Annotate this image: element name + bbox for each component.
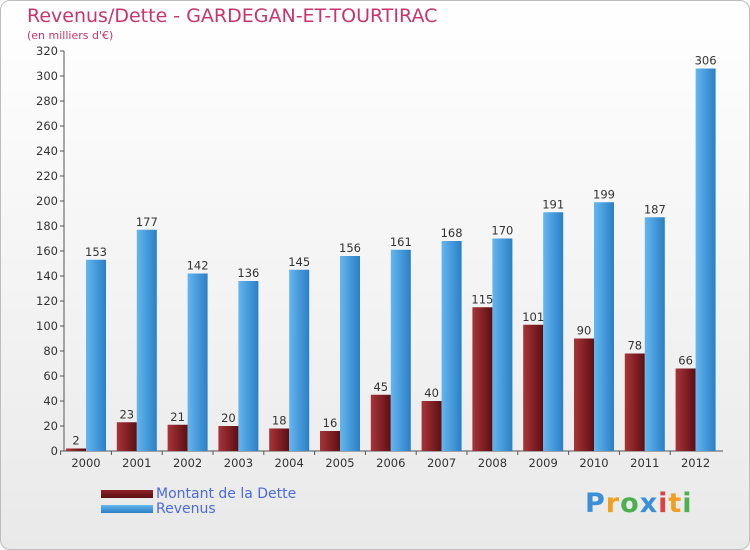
- value-label-revenus: 199: [593, 187, 615, 201]
- y-tick-label: 220: [36, 169, 58, 183]
- value-label-revenus: 168: [441, 226, 463, 240]
- bar-dette: [472, 307, 493, 451]
- x-tick-label: 2009: [529, 456, 558, 470]
- value-label-dette: 23: [119, 407, 134, 421]
- x-tick-label: 2011: [630, 456, 659, 470]
- y-tick-label: 260: [36, 119, 58, 133]
- chart-title: Revenus/Dette - GARDEGAN-ET-TOURTIRAC: [27, 5, 438, 27]
- bar-dette: [675, 368, 696, 451]
- y-tick-label: 200: [36, 194, 58, 208]
- y-tick-label: 160: [36, 244, 58, 258]
- value-label-dette: 20: [221, 411, 236, 425]
- value-label-dette: 115: [471, 292, 493, 306]
- y-tick-label: 280: [36, 94, 58, 108]
- bar-dette: [320, 431, 340, 451]
- logo-letter: t: [668, 488, 683, 519]
- bar-revenus: [187, 273, 208, 451]
- proxiti-logo: Proxiti: [585, 488, 693, 519]
- x-tick-label: 2007: [427, 456, 456, 470]
- value-label-revenus: 170: [491, 224, 513, 238]
- y-tick-label: 180: [36, 219, 58, 233]
- y-tick-label: 320: [36, 44, 58, 58]
- bar-dette: [218, 426, 239, 451]
- bar-revenus: [441, 241, 462, 451]
- y-tick-label: 120: [36, 294, 58, 308]
- y-tick-label: 0: [51, 444, 58, 458]
- bar-revenus: [340, 256, 360, 451]
- bar-dette: [167, 424, 188, 451]
- value-label-revenus: 177: [136, 215, 158, 229]
- legend-swatch-revenus: [101, 505, 153, 513]
- y-tick-label: 140: [36, 269, 58, 283]
- value-label-revenus: 145: [288, 255, 310, 269]
- chart-subtitle: (en milliers d'€): [27, 29, 114, 42]
- bar-dette: [370, 394, 391, 451]
- bar-revenus: [695, 68, 716, 451]
- x-tick-label: 2008: [478, 456, 507, 470]
- value-label-revenus: 191: [542, 197, 564, 211]
- value-label-revenus: 156: [339, 241, 361, 255]
- bar-dette: [269, 428, 290, 451]
- x-tick-label: 2002: [173, 456, 202, 470]
- x-tick-label: 2012: [681, 456, 710, 470]
- x-tick-label: 2000: [71, 456, 100, 470]
- bar-revenus: [390, 249, 411, 451]
- x-tick-label: 2001: [122, 456, 151, 470]
- value-label-dette: 21: [170, 410, 185, 424]
- value-label-revenus: 306: [695, 54, 717, 68]
- bar-revenus: [136, 229, 157, 451]
- y-tick-label: 60: [43, 369, 58, 383]
- value-label-dette: 40: [424, 386, 439, 400]
- bar-dette: [624, 353, 645, 451]
- bar-dette: [421, 401, 442, 451]
- value-label-dette: 45: [373, 380, 388, 394]
- logo-letter: x: [639, 488, 659, 519]
- bar-revenus: [644, 217, 665, 451]
- x-tick-label: 2006: [376, 456, 405, 470]
- bar-dette: [523, 324, 544, 451]
- logo-letter: r: [605, 488, 621, 519]
- bar-dette: [116, 422, 137, 451]
- y-tick-label: 100: [36, 319, 58, 333]
- value-label-dette: 90: [577, 324, 592, 338]
- x-tick-label: 2010: [579, 456, 608, 470]
- bar-dette: [66, 448, 86, 451]
- bar-revenus: [543, 212, 564, 451]
- value-label-dette: 66: [678, 354, 693, 368]
- x-tick-label: 2004: [275, 456, 304, 470]
- bar-revenus: [86, 259, 106, 451]
- y-tick-label: 240: [36, 144, 58, 158]
- bar-revenus: [594, 202, 614, 451]
- legend-label-revenus: Revenus: [156, 501, 216, 517]
- logo-letter: o: [620, 488, 640, 519]
- logo-letter: i: [658, 488, 669, 519]
- x-tick-label: 2005: [325, 456, 354, 470]
- value-label-dette: 101: [522, 310, 544, 324]
- value-label-dette: 16: [323, 416, 338, 430]
- value-label-dette: 18: [272, 414, 287, 428]
- logo-letter: P: [585, 488, 606, 519]
- bar-revenus: [289, 269, 310, 451]
- y-tick-label: 300: [36, 69, 58, 83]
- value-label-revenus: 161: [390, 235, 412, 249]
- value-label-dette: 2: [72, 434, 79, 448]
- legend-swatch-dette: [101, 490, 153, 498]
- value-label-revenus: 136: [237, 266, 259, 280]
- value-label-dette: 78: [627, 339, 642, 353]
- bar-revenus: [492, 238, 513, 451]
- y-tick-label: 40: [43, 394, 58, 408]
- legend-label-dette: Montant de la Dette: [156, 486, 297, 502]
- y-tick-label: 20: [43, 419, 58, 433]
- value-label-revenus: 187: [644, 202, 666, 216]
- y-tick-label: 80: [43, 344, 58, 358]
- value-label-revenus: 153: [85, 245, 107, 259]
- logo-letter: i: [682, 488, 693, 519]
- x-tick-label: 2003: [224, 456, 253, 470]
- value-label-revenus: 142: [187, 259, 209, 273]
- bar-dette: [574, 338, 594, 451]
- bar-revenus: [238, 281, 259, 451]
